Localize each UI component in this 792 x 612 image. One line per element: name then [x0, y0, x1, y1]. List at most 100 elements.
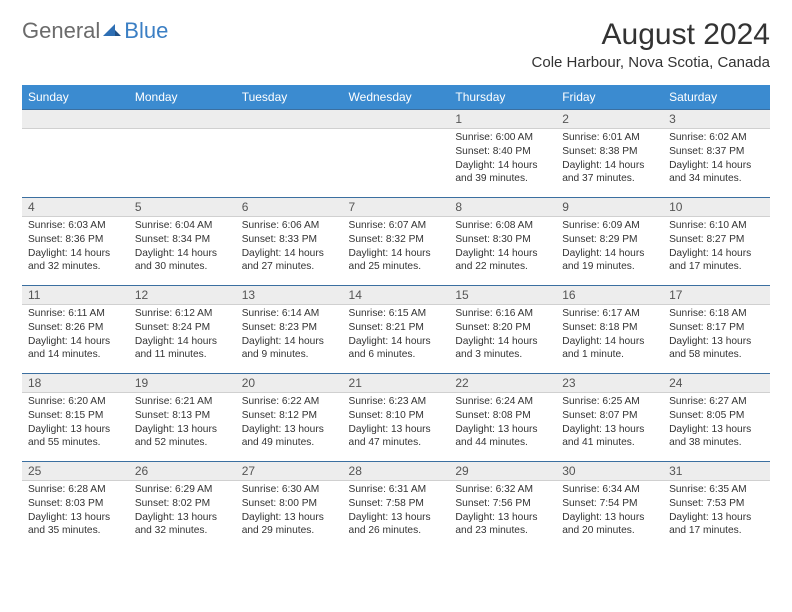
- day-daylight: Daylight: 14 hours and 37 minutes.: [562, 159, 657, 187]
- day-sunset: Sunset: 7:58 PM: [349, 497, 444, 511]
- day-number: 13: [236, 285, 343, 305]
- day-sunrise: Sunrise: 6:28 AM: [28, 483, 123, 497]
- day-number: 5: [129, 197, 236, 217]
- day-number: 12: [129, 285, 236, 305]
- day-number: 27: [236, 461, 343, 481]
- day-daylight: Daylight: 13 hours and 20 minutes.: [562, 511, 657, 539]
- day-sunrise: Sunrise: 6:12 AM: [135, 307, 230, 321]
- day-sunset: Sunset: 8:15 PM: [28, 409, 123, 423]
- title-block: August 2024 Cole Harbour, Nova Scotia, C…: [532, 18, 770, 71]
- day-number-empty: [236, 109, 343, 129]
- brand-logo: General Blue: [22, 18, 168, 44]
- day-daylight: Daylight: 14 hours and 6 minutes.: [349, 335, 444, 363]
- day-details: Sunrise: 6:03 AMSunset: 8:36 PMDaylight:…: [22, 217, 129, 278]
- day-sunset: Sunset: 8:34 PM: [135, 233, 230, 247]
- day-daylight: Daylight: 14 hours and 27 minutes.: [242, 247, 337, 275]
- calendar-day-cell: 20Sunrise: 6:22 AMSunset: 8:12 PMDayligh…: [236, 373, 343, 461]
- day-daylight: Daylight: 14 hours and 30 minutes.: [135, 247, 230, 275]
- brand-triangle-icon: [102, 21, 122, 41]
- day-sunrise: Sunrise: 6:32 AM: [455, 483, 550, 497]
- calendar-day-cell: 13Sunrise: 6:14 AMSunset: 8:23 PMDayligh…: [236, 285, 343, 373]
- day-daylight: Daylight: 13 hours and 55 minutes.: [28, 423, 123, 451]
- day-daylight: Daylight: 14 hours and 19 minutes.: [562, 247, 657, 275]
- day-number: 2: [556, 109, 663, 129]
- day-daylight: Daylight: 13 hours and 44 minutes.: [455, 423, 550, 451]
- day-daylight: Daylight: 13 hours and 49 minutes.: [242, 423, 337, 451]
- day-sunset: Sunset: 8:08 PM: [455, 409, 550, 423]
- day-sunset: Sunset: 8:29 PM: [562, 233, 657, 247]
- weekday-header: Tuesday: [236, 85, 343, 109]
- day-details: Sunrise: 6:00 AMSunset: 8:40 PMDaylight:…: [449, 129, 556, 190]
- day-sunrise: Sunrise: 6:34 AM: [562, 483, 657, 497]
- calendar-day-cell: 26Sunrise: 6:29 AMSunset: 8:02 PMDayligh…: [129, 461, 236, 549]
- day-details: Sunrise: 6:02 AMSunset: 8:37 PMDaylight:…: [663, 129, 770, 190]
- day-daylight: Daylight: 14 hours and 22 minutes.: [455, 247, 550, 275]
- day-sunset: Sunset: 7:56 PM: [455, 497, 550, 511]
- calendar-day-cell: [129, 109, 236, 197]
- day-sunrise: Sunrise: 6:06 AM: [242, 219, 337, 233]
- calendar-day-cell: 29Sunrise: 6:32 AMSunset: 7:56 PMDayligh…: [449, 461, 556, 549]
- day-sunset: Sunset: 8:40 PM: [455, 145, 550, 159]
- day-sunrise: Sunrise: 6:16 AM: [455, 307, 550, 321]
- calendar-day-cell: 24Sunrise: 6:27 AMSunset: 8:05 PMDayligh…: [663, 373, 770, 461]
- day-daylight: Daylight: 13 hours and 58 minutes.: [669, 335, 764, 363]
- day-sunset: Sunset: 8:26 PM: [28, 321, 123, 335]
- day-sunset: Sunset: 8:07 PM: [562, 409, 657, 423]
- day-sunset: Sunset: 8:37 PM: [669, 145, 764, 159]
- day-sunrise: Sunrise: 6:07 AM: [349, 219, 444, 233]
- calendar-table: Sunday Monday Tuesday Wednesday Thursday…: [22, 85, 770, 549]
- day-sunset: Sunset: 8:38 PM: [562, 145, 657, 159]
- calendar-day-cell: 28Sunrise: 6:31 AMSunset: 7:58 PMDayligh…: [343, 461, 450, 549]
- calendar-day-cell: 30Sunrise: 6:34 AMSunset: 7:54 PMDayligh…: [556, 461, 663, 549]
- calendar-day-cell: 25Sunrise: 6:28 AMSunset: 8:03 PMDayligh…: [22, 461, 129, 549]
- day-daylight: Daylight: 13 hours and 35 minutes.: [28, 511, 123, 539]
- day-daylight: Daylight: 13 hours and 38 minutes.: [669, 423, 764, 451]
- calendar-day-cell: 16Sunrise: 6:17 AMSunset: 8:18 PMDayligh…: [556, 285, 663, 373]
- day-number: 6: [236, 197, 343, 217]
- day-daylight: Daylight: 13 hours and 52 minutes.: [135, 423, 230, 451]
- day-daylight: Daylight: 14 hours and 25 minutes.: [349, 247, 444, 275]
- page-header: General Blue August 2024 Cole Harbour, N…: [22, 18, 770, 71]
- calendar-day-cell: 2Sunrise: 6:01 AMSunset: 8:38 PMDaylight…: [556, 109, 663, 197]
- day-number: 21: [343, 373, 450, 393]
- day-sunset: Sunset: 8:30 PM: [455, 233, 550, 247]
- day-sunrise: Sunrise: 6:04 AM: [135, 219, 230, 233]
- day-details: Sunrise: 6:25 AMSunset: 8:07 PMDaylight:…: [556, 393, 663, 454]
- day-number: 3: [663, 109, 770, 129]
- day-details: Sunrise: 6:11 AMSunset: 8:26 PMDaylight:…: [22, 305, 129, 366]
- calendar-day-cell: 23Sunrise: 6:25 AMSunset: 8:07 PMDayligh…: [556, 373, 663, 461]
- calendar-day-cell: 4Sunrise: 6:03 AMSunset: 8:36 PMDaylight…: [22, 197, 129, 285]
- day-sunrise: Sunrise: 6:11 AM: [28, 307, 123, 321]
- weekday-header: Sunday: [22, 85, 129, 109]
- calendar-day-cell: [22, 109, 129, 197]
- day-number: 16: [556, 285, 663, 305]
- day-sunset: Sunset: 8:13 PM: [135, 409, 230, 423]
- day-daylight: Daylight: 13 hours and 26 minutes.: [349, 511, 444, 539]
- day-sunrise: Sunrise: 6:15 AM: [349, 307, 444, 321]
- day-sunset: Sunset: 8:17 PM: [669, 321, 764, 335]
- calendar-day-cell: 5 Sunrise: 6:04 AMSunset: 8:34 PMDaylight…: [129, 197, 236, 285]
- day-details: Sunrise: 6:06 AMSunset: 8:33 PMDaylight:…: [236, 217, 343, 278]
- day-details: Sunrise: 6:20 AMSunset: 8:15 PMDaylight:…: [22, 393, 129, 454]
- day-details: Sunrise: 6:10 AMSunset: 8:27 PMDaylight:…: [663, 217, 770, 278]
- calendar-week-row: 4Sunrise: 6:03 AMSunset: 8:36 PMDaylight…: [22, 197, 770, 285]
- day-details: Sunrise: 6:08 AMSunset: 8:30 PMDaylight:…: [449, 217, 556, 278]
- day-sunset: Sunset: 8:24 PM: [135, 321, 230, 335]
- calendar-week-row: 11Sunrise: 6:11 AMSunset: 8:26 PMDayligh…: [22, 285, 770, 373]
- day-number: 14: [343, 285, 450, 305]
- day-number: 1: [449, 109, 556, 129]
- day-sunset: Sunset: 8:33 PM: [242, 233, 337, 247]
- day-number: 30: [556, 461, 663, 481]
- day-details: Sunrise: 6:21 AMSunset: 8:13 PMDaylight:…: [129, 393, 236, 454]
- day-number-empty: [343, 109, 450, 129]
- day-sunrise: Sunrise: 6:01 AM: [562, 131, 657, 145]
- day-sunset: Sunset: 7:53 PM: [669, 497, 764, 511]
- calendar-week-row: 18Sunrise: 6:20 AMSunset: 8:15 PMDayligh…: [22, 373, 770, 461]
- calendar-day-cell: 10Sunrise: 6:10 AMSunset: 8:27 PMDayligh…: [663, 197, 770, 285]
- day-details: Sunrise: 6:01 AMSunset: 8:38 PMDaylight:…: [556, 129, 663, 190]
- day-sunset: Sunset: 8:21 PM: [349, 321, 444, 335]
- calendar-day-cell: 3Sunrise: 6:02 AMSunset: 8:37 PMDaylight…: [663, 109, 770, 197]
- weekday-header: Monday: [129, 85, 236, 109]
- location-subtitle: Cole Harbour, Nova Scotia, Canada: [532, 54, 770, 71]
- weekday-header-row: Sunday Monday Tuesday Wednesday Thursday…: [22, 85, 770, 109]
